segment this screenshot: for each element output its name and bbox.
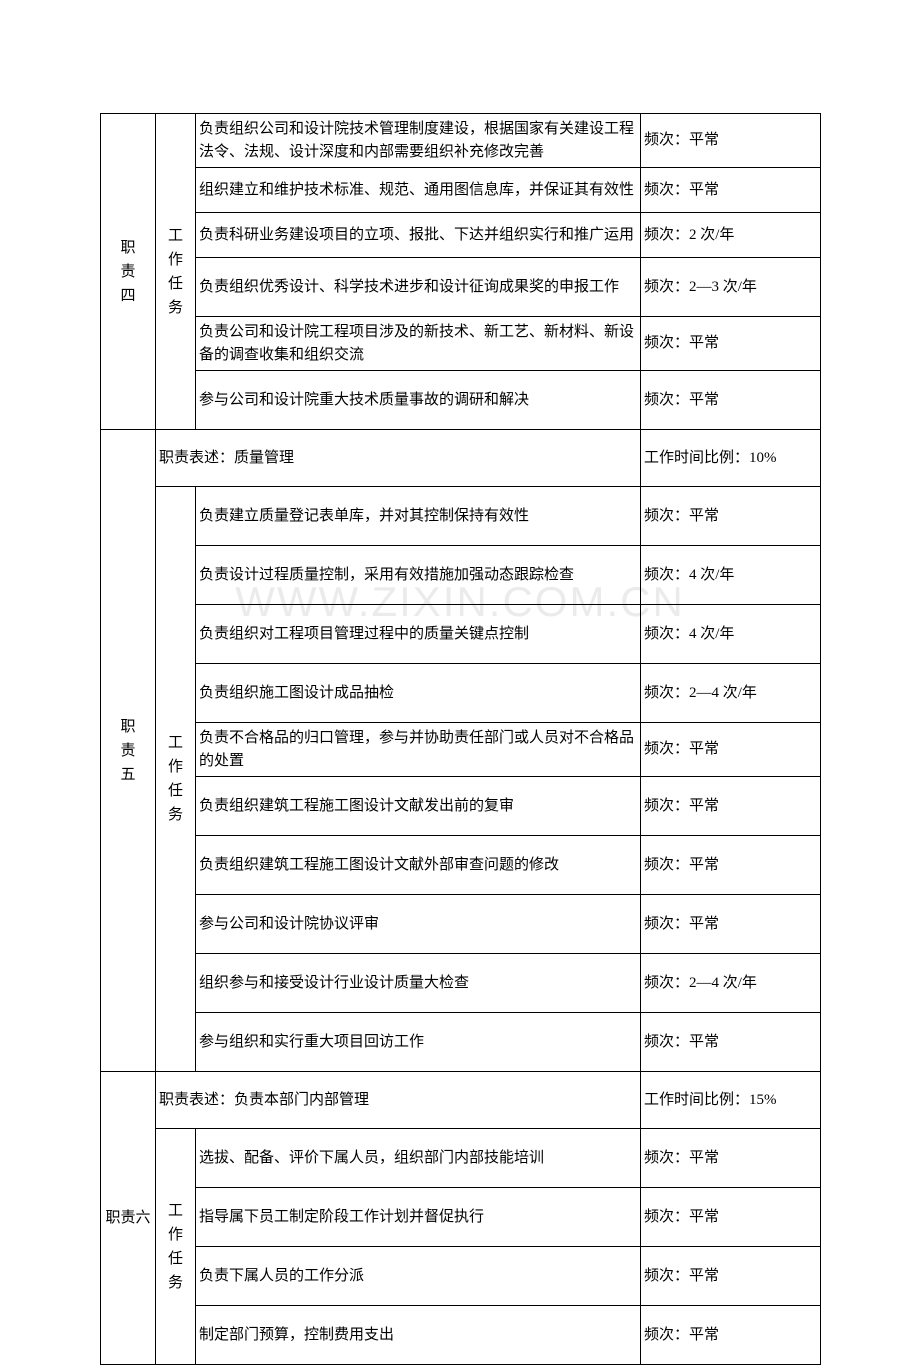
task-freq: 频次：4 次/年 [641,605,821,664]
table-row: 负责公司和设计院工程项目涉及的新技术、新工艺、新材料、新设备的调查收集和组织交流… [101,317,821,371]
table-row: 负责设计过程质量控制，采用有效措施加强动态跟踪检查 频次：4 次/年 [101,546,821,605]
task-label-four: 工作任务 [156,114,196,430]
duties-table: 职责四 工作任务 负责组织公司和设计院技术管理制度建设，根据国家有关建设工程法令… [100,113,821,1365]
task-freq: 频次：平常 [641,317,821,371]
task-freq: 频次：平常 [641,1306,821,1365]
table-row: 工作任务 负责建立质量登记表单库，并对其控制保持有效性 频次：平常 [101,487,821,546]
task-desc: 负责设计过程质量控制，采用有效措施加强动态跟踪检查 [196,546,641,605]
section-header-right: 工作时间比例：10% [641,430,821,487]
task-label-five: 工作任务 [156,487,196,1072]
task-freq: 频次：平常 [641,1188,821,1247]
duty-label-six: 职责六 [101,1072,156,1365]
task-desc: 负责组织建筑工程施工图设计文献发出前的复审 [196,777,641,836]
task-desc: 参与组织和实行重大项目回访工作 [196,1013,641,1072]
task-desc: 参与公司和设计院协议评审 [196,895,641,954]
task-label-six: 工作任务 [156,1129,196,1365]
table-row: 参与公司和设计院协议评审 频次：平常 [101,895,821,954]
task-desc: 负责不合格品的归口管理，参与并协助责任部门或人员对不合格品的处置 [196,723,641,777]
task-freq: 频次：2 次/年 [641,213,821,258]
task-freq: 频次：2—3 次/年 [641,258,821,317]
task-freq: 频次：平常 [641,723,821,777]
table-row: 参与公司和设计院重大技术质量事故的调研和解决 频次：平常 [101,371,821,430]
task-desc: 负责公司和设计院工程项目涉及的新技术、新工艺、新材料、新设备的调查收集和组织交流 [196,317,641,371]
table-row: 组织建立和维护技术标准、规范、通用图信息库，并保证其有效性 频次：平常 [101,168,821,213]
task-freq: 频次：平常 [641,1247,821,1306]
task-desc: 负责组织施工图设计成品抽检 [196,664,641,723]
table-row: 职责四 工作任务 负责组织公司和设计院技术管理制度建设，根据国家有关建设工程法令… [101,114,821,168]
task-desc: 负责科研业务建设项目的立项、报批、下达并组织实行和推广运用 [196,213,641,258]
table-row: 负责组织施工图设计成品抽检 频次：2—4 次/年 [101,664,821,723]
section-header-right: 工作时间比例：15% [641,1072,821,1129]
task-freq: 频次：平常 [641,487,821,546]
task-desc: 组织参与和接受设计行业设计质量大检查 [196,954,641,1013]
task-freq: 频次：平常 [641,1129,821,1188]
task-freq: 频次：4 次/年 [641,546,821,605]
page: WWW.ZIXIN.COM.CN 职责四 工作任务 负责组织公司和设计院技术管理… [0,0,920,1302]
table-row: 负责组织优秀设计、科学技术进步和设计征询成果奖的申报工作 频次：2—3 次/年 [101,258,821,317]
task-freq: 频次：平常 [641,114,821,168]
section-header-row: 职责五 职责表述：质量管理 工作时间比例：10% [101,430,821,487]
table-row: 负责组织建筑工程施工图设计文献外部审查问题的修改 频次：平常 [101,836,821,895]
task-desc: 负责组织优秀设计、科学技术进步和设计征询成果奖的申报工作 [196,258,641,317]
table-row: 参与组织和实行重大项目回访工作 频次：平常 [101,1013,821,1072]
task-freq: 频次：平常 [641,836,821,895]
task-desc: 负责组织对工程项目管理过程中的质量关键点控制 [196,605,641,664]
task-desc: 制定部门预算，控制费用支出 [196,1306,641,1365]
task-freq: 频次：2—4 次/年 [641,664,821,723]
table-container: 职责四 工作任务 负责组织公司和设计院技术管理制度建设，根据国家有关建设工程法令… [100,113,820,1365]
task-freq: 频次：平常 [641,371,821,430]
task-freq: 频次：平常 [641,777,821,836]
duty-label-four: 职责四 [101,114,156,430]
table-row: 指导属下员工制定阶段工作计划并督促执行 频次：平常 [101,1188,821,1247]
table-row: 负责组织对工程项目管理过程中的质量关键点控制 频次：4 次/年 [101,605,821,664]
task-desc: 指导属下员工制定阶段工作计划并督促执行 [196,1188,641,1247]
table-row: 负责组织建筑工程施工图设计文献发出前的复审 频次：平常 [101,777,821,836]
section-header: 职责表述：负责本部门内部管理 [156,1072,641,1129]
section-header: 职责表述：质量管理 [156,430,641,487]
task-desc: 参与公司和设计院重大技术质量事故的调研和解决 [196,371,641,430]
table-row: 工作任务 选拔、配备、评价下属人员，组织部门内部技能培训 频次：平常 [101,1129,821,1188]
duty-label-five: 职责五 [101,430,156,1072]
table-row: 制定部门预算，控制费用支出 频次：平常 [101,1306,821,1365]
task-desc: 负责组织建筑工程施工图设计文献外部审查问题的修改 [196,836,641,895]
table-row: 负责不合格品的归口管理，参与并协助责任部门或人员对不合格品的处置 频次：平常 [101,723,821,777]
task-freq: 频次：平常 [641,1013,821,1072]
task-desc: 组织建立和维护技术标准、规范、通用图信息库，并保证其有效性 [196,168,641,213]
section-header-row: 职责六 职责表述：负责本部门内部管理 工作时间比例：15% [101,1072,821,1129]
task-freq: 频次：平常 [641,168,821,213]
task-desc: 负责组织公司和设计院技术管理制度建设，根据国家有关建设工程法令、法规、设计深度和… [196,114,641,168]
task-desc: 负责下属人员的工作分派 [196,1247,641,1306]
table-row: 负责下属人员的工作分派 频次：平常 [101,1247,821,1306]
task-freq: 频次：2—4 次/年 [641,954,821,1013]
task-desc: 负责建立质量登记表单库，并对其控制保持有效性 [196,487,641,546]
table-row: 负责科研业务建设项目的立项、报批、下达并组织实行和推广运用 频次：2 次/年 [101,213,821,258]
task-freq: 频次：平常 [641,895,821,954]
task-desc: 选拔、配备、评价下属人员，组织部门内部技能培训 [196,1129,641,1188]
table-row: 组织参与和接受设计行业设计质量大检查 频次：2—4 次/年 [101,954,821,1013]
